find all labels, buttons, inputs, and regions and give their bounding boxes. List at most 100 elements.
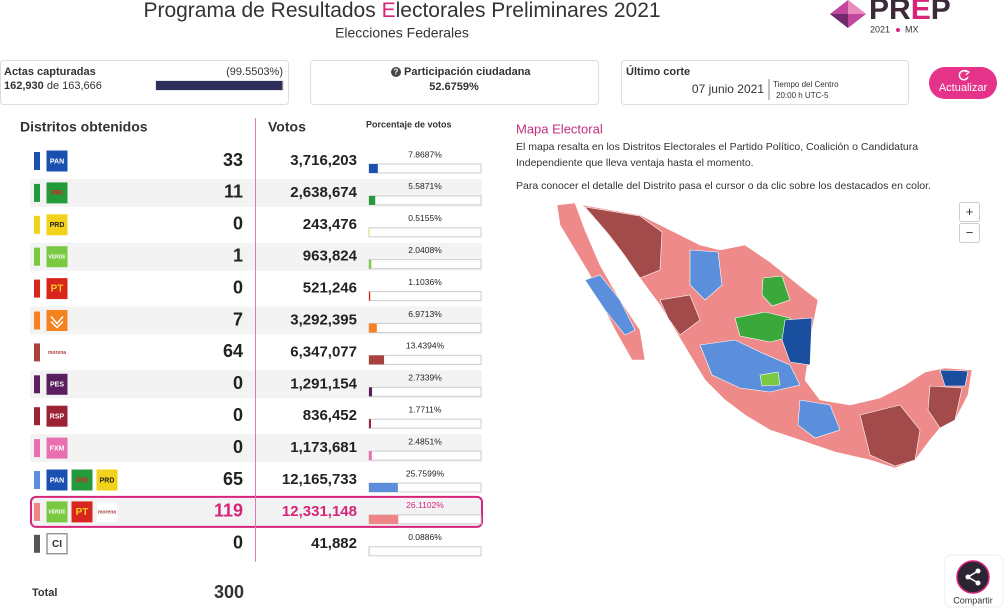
cutoff-time: 20:00 h UTC-5 [776,91,829,100]
map-region[interactable] [761,275,791,307]
party-logo [71,469,93,491]
party-logo [46,469,68,491]
progress-fill [156,81,283,90]
logo-dot [896,28,900,32]
party-logo-text: PAN [50,477,64,484]
logo-part: PR [869,0,911,26]
party-swatch [34,502,40,521]
party-logo-icon [50,316,64,329]
actas-of: de [47,80,59,92]
percent-bar [369,195,376,205]
button-bg[interactable] [959,202,980,222]
share-icon [965,574,971,580]
map-region[interactable] [759,371,781,387]
party-logo [46,373,68,395]
box [310,60,599,105]
map-region[interactable] [584,274,636,336]
percent-label: 25.7599% [406,468,445,478]
percent-track [368,291,482,302]
percent-track [368,259,482,270]
title-part: Programa de Resultados [143,0,381,22]
party-logo-text: PRI [76,477,88,484]
votes-value: 3,716,203 [290,152,357,169]
party-logo [46,182,68,204]
districts-value: 64 [223,341,243,361]
map[interactable] [556,202,973,469]
zoom-label[interactable]: + [966,204,974,219]
districts-value: 0 [233,533,243,553]
party-swatch [34,152,40,170]
percent-label: 13.4394% [406,341,445,351]
button-label[interactable]: Actualizar [939,82,988,94]
party-logo [46,150,68,172]
percent-track [368,195,482,206]
map-region[interactable] [781,317,813,366]
results-table: Distritos obtenidos Votos Porcentaje de … [20,118,483,562]
map-region[interactable] [584,206,663,279]
actas-count: 162,930 de 163,666 [4,80,102,92]
districts-value: 65 [223,469,243,489]
prep-logo: PREP 2021 MX [830,0,951,34]
share-icon-bg[interactable] [956,560,990,594]
percent-label: 1.1036% [408,277,442,287]
participation-label: Participación ciudadana [404,66,531,78]
zoom-out-button[interactable]: − [959,223,980,243]
party-logo [46,533,68,555]
logo-part: P [931,0,951,26]
map-region[interactable] [689,249,723,301]
box [621,60,909,105]
actas-percent: (99.5503%) [226,66,283,78]
map-region[interactable] [927,385,963,429]
logo-part: E [911,0,931,26]
map-region[interactable] [659,294,701,336]
percent-track [368,546,482,557]
party-logo [46,246,68,268]
districts-value: 33 [223,150,243,170]
party-swatch [34,311,40,330]
refresh-icon [964,69,971,76]
column-header: Porcentaje de votos [366,119,452,129]
zoom-label[interactable]: − [966,225,974,240]
map-region[interactable] [859,404,921,467]
party-swatch [34,375,40,394]
percent-bar [369,227,370,237]
party-logo-text: morena [98,510,116,516]
button-bg[interactable] [959,223,980,243]
votes-value: 521,246 [303,280,357,297]
party-logo [96,469,118,491]
districts-value: 11 [224,182,243,202]
party-logo-text: PAN [50,158,64,165]
party-logo-text: PRD [50,222,65,229]
party-logo-text: PT [51,284,64,295]
party-logo-text: PRD [100,477,115,484]
refresh-icon [958,69,969,81]
actas-label: Actas capturadas [4,66,96,78]
map-title: Mapa Electoral [516,121,603,136]
votes-value: 963,824 [303,248,358,265]
party-logo [46,405,68,427]
party-logo-text: VERDE [48,255,66,261]
percent-bar [369,514,399,524]
votes-value: 2,638,674 [290,184,357,201]
map-region[interactable] [939,369,969,387]
districts-value: 0 [233,405,243,425]
map-region[interactable] [797,399,841,439]
party-logo [46,278,68,300]
participation-box: ? Participación ciudadana 52.6759% [310,60,599,105]
percent-track [368,418,482,429]
total-label: Total [32,587,57,599]
votes-value: 3,292,395 [290,311,357,328]
logo-diamond [848,0,866,14]
percent-bar [369,291,371,301]
refresh-button[interactable]: Actualizar [929,67,997,99]
logo-country: MX [905,24,919,34]
zoom-in-button[interactable]: + [959,202,980,222]
percent-label: 2.0408% [408,245,442,255]
button-bg[interactable] [929,67,997,99]
share-button[interactable]: Compartir [944,554,1004,608]
party-logo [46,501,68,523]
percent-label: 2.7339% [408,373,442,383]
votes-value: 243,476 [303,216,357,233]
party-swatch [34,534,40,553]
share-label[interactable]: Compartir [953,595,993,605]
